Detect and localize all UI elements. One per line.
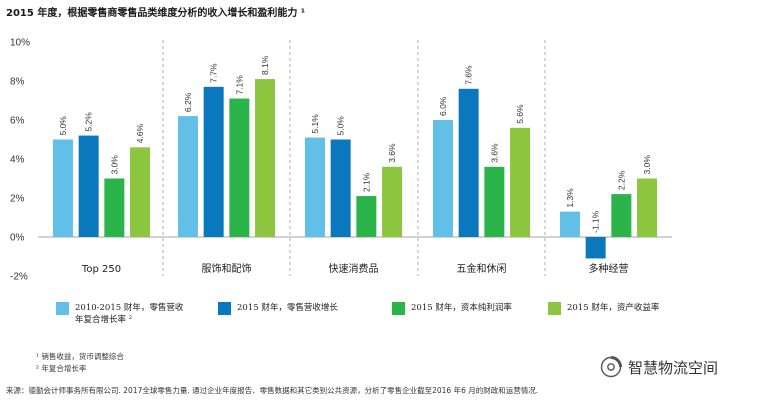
category-label: 五金和休闲 bbox=[457, 262, 507, 275]
bar bbox=[255, 79, 276, 237]
bar-value-label: 5.1% bbox=[310, 114, 320, 134]
bar-value-label: 6.2% bbox=[183, 92, 193, 112]
legend-label-roa: 2015 财年，资产收益率 bbox=[567, 303, 660, 313]
legend-label-cagr: 2010-2015 财年，零售营收 年复合增长率 ² bbox=[75, 303, 184, 325]
legend-swatch-roa bbox=[548, 302, 561, 315]
bar bbox=[203, 86, 224, 237]
legend-item-net-margin: 2015 财年，资本纯利润率 bbox=[392, 302, 512, 315]
bar bbox=[458, 88, 479, 237]
legend-item-cagr: 2010-2015 财年，零售营收 年复合增长率 ² bbox=[56, 302, 183, 326]
bar bbox=[559, 211, 580, 237]
legend-label-net-margin: 2015 财年，资本纯利润率 bbox=[411, 303, 512, 313]
bar-value-label: 1.3% bbox=[565, 188, 575, 208]
bar-value-label: 7.1% bbox=[234, 75, 244, 95]
page-title: 2015 年度，根据零售商零售品类维度分析的收入增长和盈利能力 ¹ bbox=[6, 8, 306, 19]
label-layer: 5.0% 5.2% 3.0% 4.6% Top 250 6.2% 7.7% 7.1% 8.1% 服… bbox=[58, 55, 652, 275]
bar bbox=[130, 147, 151, 237]
watermark: 智慧物流空间 bbox=[600, 356, 718, 378]
legend-item-roa: 2015 财年，资产收益率 bbox=[548, 302, 659, 315]
bar bbox=[229, 98, 250, 237]
bar-value-label: 3.0% bbox=[109, 155, 119, 175]
bar-value-label: 3.6% bbox=[489, 143, 499, 163]
y-tick-label: 4% bbox=[10, 155, 25, 166]
bar bbox=[104, 178, 125, 237]
bar bbox=[585, 237, 606, 259]
wechat-logo-icon bbox=[600, 356, 622, 378]
y-tick-label: 0% bbox=[10, 233, 25, 244]
legend-label-revenue-growth: 2015 财年，零售营收增长 bbox=[237, 303, 338, 313]
watermark-text: 智慧物流空间 bbox=[628, 358, 719, 377]
legend-swatch-net-margin bbox=[392, 302, 405, 315]
category-label: 快速消费品 bbox=[329, 262, 379, 275]
y-tick-label: 2% bbox=[10, 194, 25, 205]
bar-value-label: 3.6% bbox=[387, 143, 397, 163]
bar-value-label: 2.2% bbox=[616, 170, 626, 190]
footnote-1: ¹ 销售收益，货币调整综合 bbox=[36, 352, 124, 361]
bar bbox=[611, 194, 632, 237]
legend: 2010-2015 财年，零售营收 年复合增长率 ² 2015 财年，零售营收增… bbox=[56, 302, 756, 338]
bar bbox=[382, 166, 403, 237]
y-tick-label: 8% bbox=[10, 77, 25, 88]
category-label: 多种经营 bbox=[589, 262, 629, 275]
bar-value-label: 4.6% bbox=[135, 123, 145, 143]
bar bbox=[304, 137, 325, 237]
bar bbox=[78, 135, 99, 237]
bar-value-label: 6.0% bbox=[438, 96, 448, 116]
legend-swatch-cagr bbox=[56, 302, 69, 315]
bar bbox=[356, 196, 377, 237]
legend-item-revenue-growth: 2015 财年，零售营收增长 bbox=[218, 302, 338, 315]
footnotes: ¹ 销售收益，货币调整综合 ² 年复合增长率 bbox=[36, 351, 124, 375]
bar-value-label: 5.2% bbox=[84, 112, 94, 132]
chart: -2% 0% 2% 4% 6% 8% 10% 5.0% 5.2% 3.0% 4.6% Top 250… bbox=[10, 38, 672, 283]
footnote-2: ² 年复合增长率 bbox=[36, 364, 87, 373]
bar-layer bbox=[52, 79, 658, 259]
bar-value-label: 7.7% bbox=[209, 63, 219, 83]
bar-value-label: 5.0% bbox=[336, 116, 346, 136]
bar-value-label: -1.1% bbox=[591, 210, 601, 233]
category-label: 服饰和配饰 bbox=[202, 262, 252, 275]
bar bbox=[432, 120, 453, 237]
bar-value-label: 3.0% bbox=[642, 155, 652, 175]
bar bbox=[177, 116, 198, 237]
bar bbox=[52, 139, 73, 237]
source-note: 来源：德勤会计师事务所有限公司. 2017全球零售力量. 通过企业年度报告、零售… bbox=[6, 386, 539, 395]
y-tick-label: -2% bbox=[10, 272, 28, 283]
bar bbox=[330, 139, 351, 237]
bar-value-label: 8.1% bbox=[260, 55, 270, 75]
legend-swatch-revenue-growth bbox=[218, 302, 231, 315]
bar bbox=[484, 166, 505, 237]
bar bbox=[510, 127, 531, 237]
y-tick-label: 10% bbox=[10, 38, 30, 49]
y-tick-label: 6% bbox=[10, 116, 25, 127]
bar bbox=[637, 178, 658, 237]
bar-value-label: 5.0% bbox=[58, 116, 68, 136]
bar-value-label: 7.6% bbox=[464, 65, 474, 85]
category-label: Top 250 bbox=[81, 264, 121, 275]
bar-value-label: 5.6% bbox=[515, 104, 525, 124]
bar-value-label: 2.1% bbox=[361, 172, 371, 192]
